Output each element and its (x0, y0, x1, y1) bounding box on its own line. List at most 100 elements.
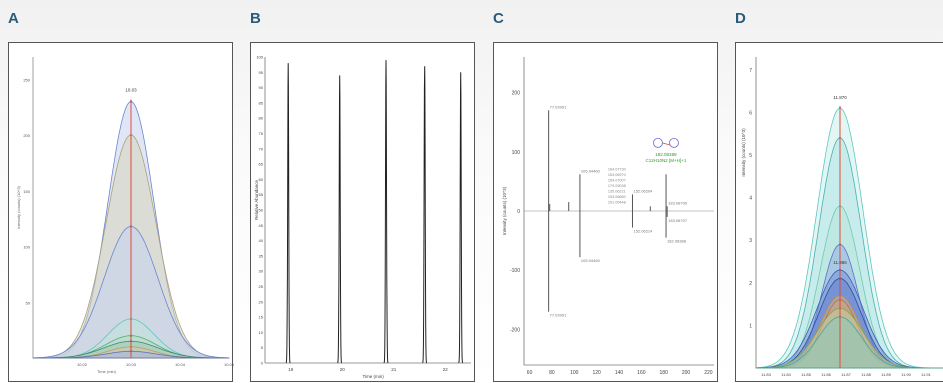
x-tick-label: 19 (288, 367, 294, 372)
x-tick-label: 80 (549, 370, 555, 376)
stick-label-bottom: 77.03951 (550, 313, 567, 318)
panel-letter-a: A (8, 10, 19, 27)
y-tick-label: 80 (259, 116, 264, 121)
chromatogram-b-svg: 0 5 10 15 20 25 30 35 40 45 50 55 60 65 70 75 80 85 90 95 10… (254, 55, 471, 379)
x-tick-label: 200 (682, 370, 691, 376)
x-tick-label: 20 (340, 367, 346, 372)
stick-label-top: 105.04460 (581, 168, 601, 173)
x-axis-label: Time (min) (362, 374, 384, 379)
x-tick-label: 11.85 (801, 372, 811, 377)
stick-label-bottom: 105.04460 (581, 258, 601, 263)
stick-label-top: 152.06204 (633, 188, 653, 193)
x-tick-label: 21 (391, 367, 397, 372)
y-tick-label: 25 (259, 284, 264, 289)
y-tick-label: 0 (261, 361, 264, 366)
y-tick-label: 65 (259, 162, 264, 167)
y-axis-label: Relative Abundance (254, 179, 259, 220)
y-tick-label: 30 (259, 269, 264, 274)
y-axis-label: Intensity (counts) (10^3) (741, 128, 746, 177)
y-tick-label: 60 (259, 177, 264, 182)
x-tick-label: 10.03 (126, 362, 137, 367)
y-tick-label: 20 (259, 299, 264, 304)
chromatogram-trace (756, 316, 943, 369)
y-tick-label: 5 (749, 153, 752, 159)
y-tick-label: 10 (259, 330, 264, 335)
x-tick-label: 140 (615, 370, 624, 376)
y-tick-label: 55 (259, 192, 264, 197)
y-tick-label: 35 (259, 253, 264, 258)
peak-trace (422, 66, 428, 364)
minor-peak-label: 179.09038 (608, 184, 626, 188)
y-tick-label: 250 (23, 77, 30, 82)
x-tick-label: 10.02 (77, 362, 88, 367)
compound-formula: C12H10N2 [M+H]+1 (646, 158, 687, 163)
y-tick-label: 6 (749, 110, 752, 116)
x-axis-label: Time (min) (97, 369, 117, 374)
stick-label-top: 77.03951 (550, 104, 567, 109)
minor-peak-label: 164.07730 (608, 168, 626, 172)
x-tick-label: 100 (570, 370, 579, 376)
y-tick-label: 7 (749, 68, 752, 74)
structure-ring-icon (653, 137, 663, 148)
peak-trace (458, 72, 464, 364)
y-tick-label: 2 (749, 281, 752, 287)
y-axis-label: Intensity (counts) (10^3) (502, 186, 507, 235)
y-tick-label: 0 (517, 209, 520, 215)
chromatogram-d-svg: 1 2 3 4 5 6 7 11.83 11.84 11.85 11.86 11.87 11.88 11.… (741, 57, 943, 377)
y-tick-label: 5 (261, 345, 264, 350)
mirror-spectrum-c-svg: 200 100 0 -100 -200 60 80 100 120 140 160 180 200 220… (502, 57, 714, 376)
x-tick-label: 11.90 (901, 372, 911, 377)
y-tick-label: 95 (259, 70, 264, 75)
stick-label-bottom: 152.06214 (633, 229, 653, 234)
minor-peak-label: 151.05448 (608, 201, 626, 205)
x-tick-label: 10.05 (224, 362, 234, 367)
y-tick-label: 85 (259, 100, 264, 105)
minor-peak-label: 154.07007 (608, 179, 626, 183)
x-tick-label: 160 (637, 370, 646, 376)
x-tick-label: 11.87 (841, 372, 851, 377)
panel-b-chart: 0 5 10 15 20 25 30 35 40 45 50 55 60 65 70 75 80 85 90 95 10… (250, 42, 475, 382)
apex-label: 10.03 (125, 88, 137, 93)
panel-letter-d: D (735, 10, 746, 27)
y-tick-label: 4 (749, 196, 752, 202)
y-tick-label: 100 (256, 55, 263, 60)
y-tick-label: 100 (512, 150, 521, 156)
y-tick-label: 45 (259, 223, 264, 228)
y-tick-label: 1 (749, 323, 752, 329)
peak-trace (337, 75, 343, 364)
y-axis-label: Intensity (counts) (10^3) (16, 185, 21, 228)
chromatogram-a-svg: 50 100 150 200 250 10.02 10.03 10.04 10.05 Intens… (16, 57, 234, 374)
panel-letter-b: B (250, 10, 261, 27)
y-tick-label: 50 (26, 300, 31, 305)
y-tick-label: 200 (512, 91, 521, 97)
y-tick-label: 15 (259, 315, 264, 320)
x-tick-label: 10.04 (175, 362, 186, 367)
minor-peak-label: 153.06970 (608, 173, 626, 177)
structure-bond-icon (662, 142, 670, 146)
y-tick-label: 75 (259, 131, 264, 136)
y-tick-label: 50 (259, 208, 264, 213)
x-tick-label: 11.84 (781, 372, 791, 377)
stick-label-bottom: 182.08388 (667, 239, 687, 244)
panel-letter-c: C (493, 10, 504, 27)
apex-label-mid: 11.866 (833, 260, 847, 265)
y-tick-label: 150 (23, 189, 30, 194)
x-tick-label: 11.86 (821, 372, 831, 377)
x-tick-label: 120 (592, 370, 601, 376)
compound-mz: 182.08388 (655, 152, 677, 157)
y-tick-label: 3 (749, 238, 752, 244)
panel-c-chart: 200 100 0 -100 -200 60 80 100 120 140 160 180 200 220… (493, 42, 718, 382)
y-tick-label: 40 (259, 238, 264, 243)
y-tick-label: 70 (259, 146, 264, 151)
x-tick-label: 11.91 (921, 372, 931, 377)
stick-label-bottom: 183.08707 (668, 218, 688, 223)
y-tick-label: -100 (510, 268, 520, 274)
x-tick-label: 11.88 (861, 372, 871, 377)
panel-a-chart: 50 100 150 200 250 10.02 10.03 10.04 10.05 Intens… (8, 42, 234, 382)
x-tick-label: 22 (443, 367, 449, 372)
x-tick-label: 11.89 (881, 372, 891, 377)
y-tick-label: 200 (23, 133, 30, 138)
x-tick-label: 180 (660, 370, 669, 376)
y-tick-label: 100 (23, 245, 30, 250)
peak-trace (383, 60, 389, 364)
